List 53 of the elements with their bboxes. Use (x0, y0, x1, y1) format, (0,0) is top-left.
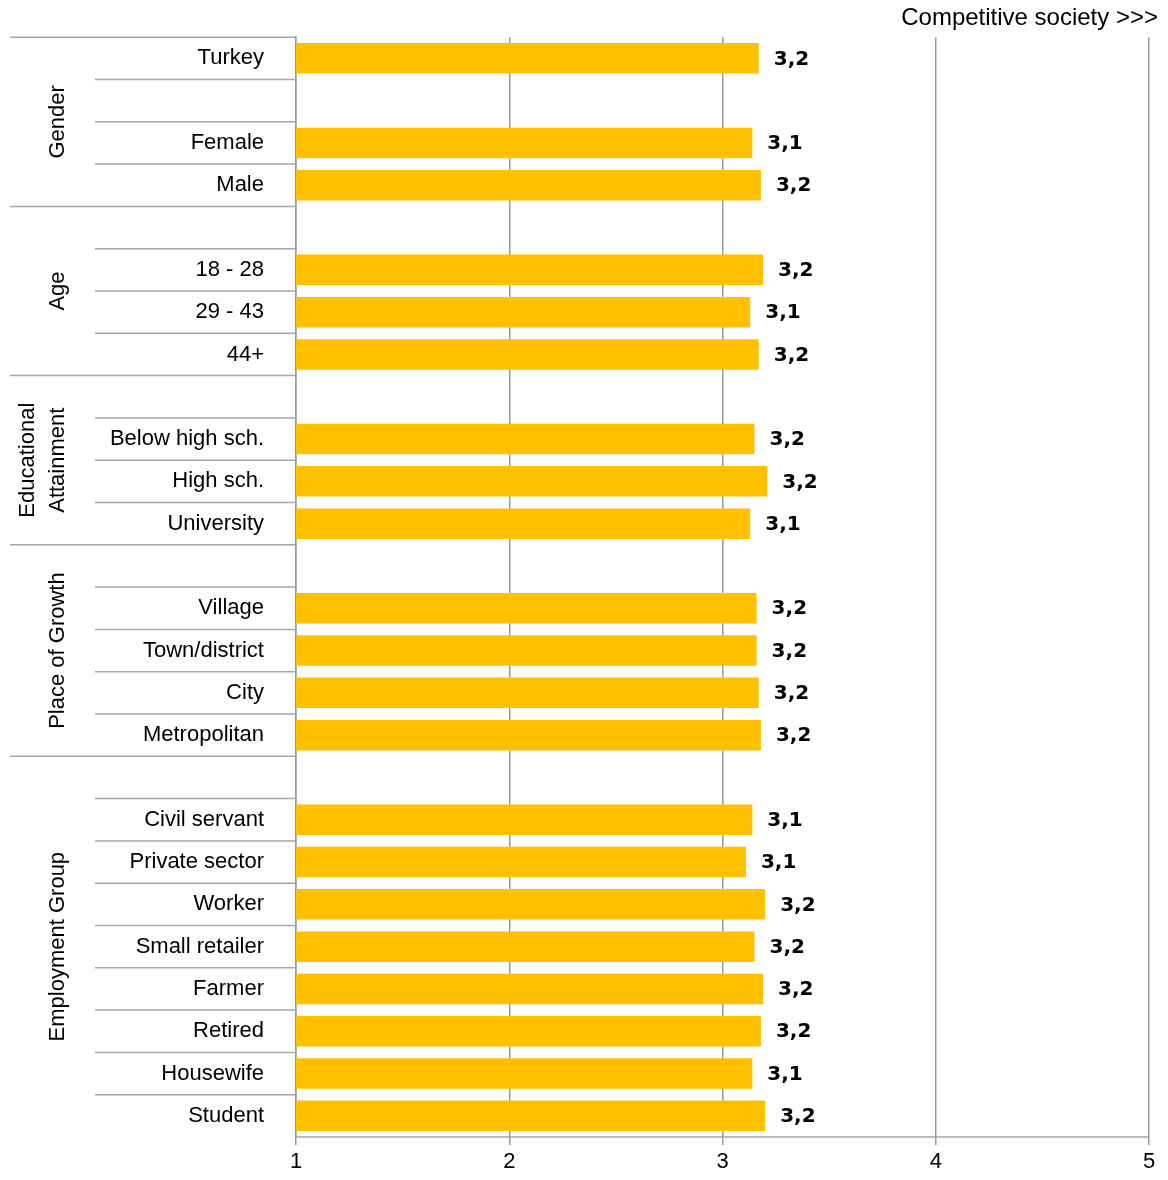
data-label: 3,2 (769, 426, 805, 451)
data-label: 3,2 (775, 1018, 812, 1043)
text: Educational Attainment (14, 402, 70, 518)
y-tick-label: Turkey (197, 44, 264, 70)
data-label: 3,1 (767, 1060, 803, 1085)
y-tick-label: Worker (193, 890, 264, 916)
y-tick-label: Farmer (193, 975, 264, 1001)
data-label: 3,2 (782, 468, 818, 493)
data-label: 3,2 (773, 45, 810, 70)
y-tick-label: 44+ (226, 340, 264, 366)
data-label: 3,1 (767, 806, 803, 831)
data-label: 3,1 (765, 510, 801, 535)
data-label: 3,1 (765, 299, 801, 324)
y-tick-label: Small retailer (135, 932, 264, 958)
y-tick-label: Housewife (161, 1059, 264, 1085)
y-tick-label: 18 - 28 (195, 255, 264, 281)
x-tick-label: 4 (929, 1148, 942, 1174)
x-tick-label: 5 (1142, 1148, 1156, 1174)
y-tick-label: Below high sch. (109, 425, 264, 451)
data-label: 3,2 (780, 891, 816, 916)
y-tick-label: Student (188, 1101, 264, 1127)
y-tick-label: Metropolitan (142, 721, 264, 747)
data-label: 3,2 (778, 976, 814, 1001)
data-label: 3,1 (767, 130, 803, 155)
y-tick-label: Female (190, 129, 264, 155)
x-tick-label: 3 (716, 1148, 729, 1174)
data-label: 3,2 (778, 257, 814, 282)
data-label: 3,2 (775, 172, 812, 197)
data-label: 3,1 (760, 849, 797, 874)
x-tick-label: 1 (289, 1148, 303, 1174)
y-tick-label: Town/district (142, 636, 264, 662)
y-tick-label: 29 - 43 (195, 298, 264, 324)
y-tick-label: Private sector (129, 848, 264, 874)
y-tick-label: Male (216, 171, 264, 197)
data-label: 3,2 (771, 595, 808, 620)
data-label: 3,2 (775, 722, 812, 747)
data-label: 3,2 (773, 341, 810, 366)
data-label: 3,2 (769, 933, 805, 958)
text: Place of Growth (44, 572, 70, 729)
data-label: 3,2 (780, 1103, 816, 1128)
text: Age (44, 271, 70, 311)
text: Gender (44, 85, 70, 159)
y-tick-label: Retired (193, 1017, 264, 1043)
y-tick-label: High sch. (172, 467, 264, 493)
data-label: 3,2 (771, 637, 808, 662)
y-tick-label: University (167, 509, 264, 535)
y-tick-label: City (226, 678, 264, 704)
y-tick-label: Civil servant (144, 805, 264, 831)
data-label: 3,2 (773, 680, 810, 705)
y-tick-label: Village (198, 594, 264, 620)
text: Employment Group (44, 851, 70, 1042)
x-axis-title: Competitive society >>> (901, 2, 1158, 30)
x-tick-label: 2 (503, 1148, 516, 1174)
